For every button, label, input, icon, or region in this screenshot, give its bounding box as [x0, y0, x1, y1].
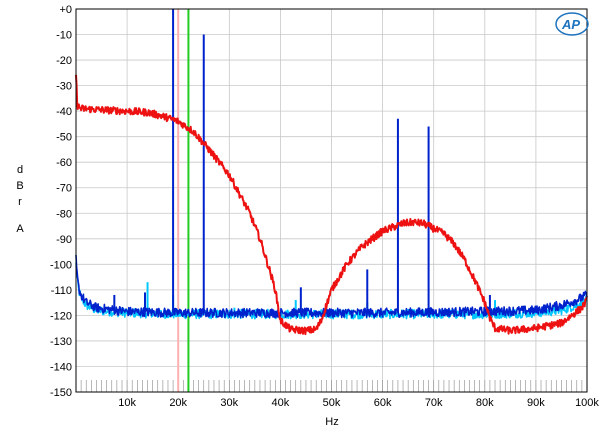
x-tick-label: 70k — [425, 397, 443, 409]
plot-frame — [75, 8, 588, 393]
y-tick-label: -40 — [56, 106, 72, 118]
y-axis-label-letter: r — [18, 196, 22, 208]
x-tick-label: 60k — [374, 397, 392, 409]
y-tick-label: -50 — [56, 132, 72, 144]
y-tick-label: -80 — [56, 208, 72, 220]
x-tick-label: 10k — [118, 397, 136, 409]
y-axis-label-letter: B — [16, 180, 23, 192]
x-axis-label: Hz — [325, 416, 338, 428]
marker-lines — [177, 9, 190, 392]
y-tick-label: -30 — [56, 81, 72, 93]
x-tick-label: 80k — [476, 397, 494, 409]
y-tick-label: -110 — [51, 285, 72, 297]
minor-ticks — [80, 380, 583, 392]
x-tick-label: 30k — [220, 397, 238, 409]
x-tick-label: 90k — [527, 397, 545, 409]
x-tick-labels: 10k 20k 30k 40k 50k 60k 70k 80k 90k 100k — [118, 397, 599, 409]
y-tick-labels: +0 -10 -20 -30 -40 -50 -60 -70 -80 -90 -100 -110 -12… — [50, 4, 72, 399]
y-tick-label: -120 — [50, 310, 72, 322]
y-tick-label: -20 — [56, 55, 72, 67]
y-tick-label: -70 — [56, 183, 72, 195]
ap-logo: AP — [555, 12, 589, 36]
y-tick-label: -10 — [56, 30, 72, 42]
x-tick-label: 50k — [323, 397, 341, 409]
y-axis-label-letter: A — [16, 223, 24, 235]
series-noise-floor — [75, 9, 588, 319]
y-tick-label: -150 — [50, 387, 72, 399]
x-tick-label: 20k — [169, 397, 187, 409]
y-tick-label: -140 — [50, 361, 72, 373]
y-tick-label: -60 — [56, 157, 72, 169]
x-tick-label: 100k — [575, 397, 599, 409]
y-tick-label: -130 — [50, 336, 72, 348]
ap-logo-text: AP — [561, 17, 580, 32]
y-tick-label: -100 — [50, 259, 72, 271]
y-axis-label: dBr A — [16, 164, 24, 235]
x-tick-label: 40k — [272, 397, 290, 409]
y-tick-label: +0 — [59, 4, 72, 16]
series-line — [75, 74, 588, 336]
series-filter-response — [75, 74, 588, 336]
series-group — [75, 9, 588, 336]
y-axis-label-letter: d — [17, 164, 23, 176]
y-tick-label: -90 — [56, 234, 72, 246]
series-line — [75, 254, 588, 319]
